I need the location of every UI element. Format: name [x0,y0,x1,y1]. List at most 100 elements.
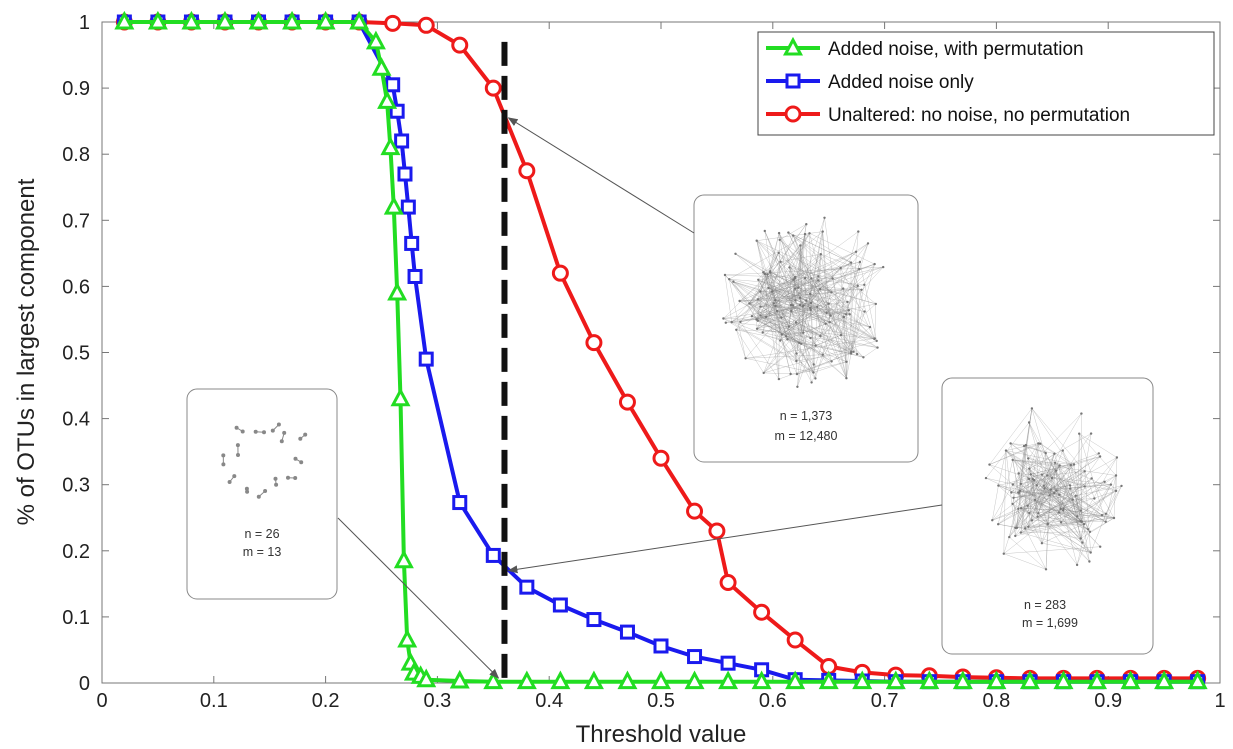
network-edge [723,272,771,319]
network-node [1024,443,1028,447]
network-edge [1062,450,1089,530]
network-node [775,309,779,313]
x-tick-label: 0.5 [647,690,675,712]
network-edge [820,312,827,337]
network-node [235,443,240,448]
network-node [850,350,853,354]
network-edge [810,293,832,362]
network-edge [749,303,852,353]
network-edge [1056,470,1091,532]
network-edge [1019,490,1073,500]
network-edge [723,318,814,373]
network-node [1027,477,1031,481]
network-edge [797,292,832,387]
network-edge [1028,458,1060,466]
network-node [1019,482,1022,485]
data-point [394,133,410,149]
network-edge [724,274,761,316]
network-edge [1050,489,1081,511]
network-node [298,436,303,441]
network-node [1028,467,1031,470]
network-edge [788,232,841,269]
network-edge [806,300,852,353]
network-node [842,315,846,319]
network-edge [773,263,875,304]
data-point [114,10,135,30]
network-edge [1043,485,1081,522]
network-node [1018,489,1022,492]
network-node [819,253,822,256]
data-point [371,57,392,76]
network-node [722,317,725,320]
data-point [416,668,437,688]
inset-medium-m: m = 1,699 [1022,616,1078,630]
data-point [418,351,434,367]
data-point [753,603,771,621]
network-node [805,299,808,302]
data-point [619,624,635,640]
x-tick-label: 0.9 [1094,690,1122,712]
network-edge [1012,503,1091,553]
network-edge [793,235,865,312]
network-edge [1079,433,1083,522]
network-edge [1044,481,1105,489]
data-point [147,10,168,30]
data-point [885,670,906,690]
network-node [798,341,801,344]
network-node [1069,463,1073,467]
network-node [797,286,800,289]
network-edge [1084,471,1095,499]
y-tick-label: 0.3 [62,475,90,497]
network-edge [1012,503,1047,570]
network-node [273,476,278,481]
data-point [390,387,411,407]
y-tick-label: 0.7 [62,210,90,232]
network-node [768,271,772,274]
y-tick-label: 0.4 [62,409,90,431]
network-edge [787,339,847,362]
network-node [227,480,232,484]
network-edge [760,291,826,324]
network-node [1112,516,1116,520]
network-node [858,260,862,264]
network-edge [1018,492,1048,525]
legend-entry: Added noise, with permutation [766,36,1084,60]
network-edge [1020,531,1091,533]
network-edge [779,239,833,279]
network-edge [760,289,862,292]
network-edge [763,272,780,380]
data-point [585,334,603,352]
annotation-arrow-large [507,117,695,234]
network-node [1078,432,1081,435]
network-edge [757,310,792,329]
network-edge [826,285,858,314]
network-node [1103,480,1106,483]
network-node [794,275,797,278]
network-edge [820,254,860,270]
network-node [772,302,776,305]
network-node [1027,525,1030,528]
network-edge [1018,492,1043,544]
network-edge [1072,499,1106,522]
data-point [751,670,772,690]
network-edge [1015,413,1082,528]
network-edge [1025,444,1053,479]
network-node [1079,509,1082,512]
network-edge [756,240,832,293]
network-node [279,439,284,444]
network-node [1068,484,1072,487]
network-inset-small: n = 26 m = 13 [186,388,338,600]
x-tick-label: 0.3 [423,690,451,712]
network-node [780,316,783,319]
network-node [1075,563,1079,567]
network-node [759,305,762,308]
network-edge [790,304,830,323]
network-edge [749,224,807,304]
network-node [821,353,824,356]
network-edge [770,271,797,354]
series-triangle [114,10,1208,690]
network-edge [1054,462,1107,514]
network-node [1080,412,1083,415]
network-edge [756,231,823,241]
network-node [863,310,866,313]
